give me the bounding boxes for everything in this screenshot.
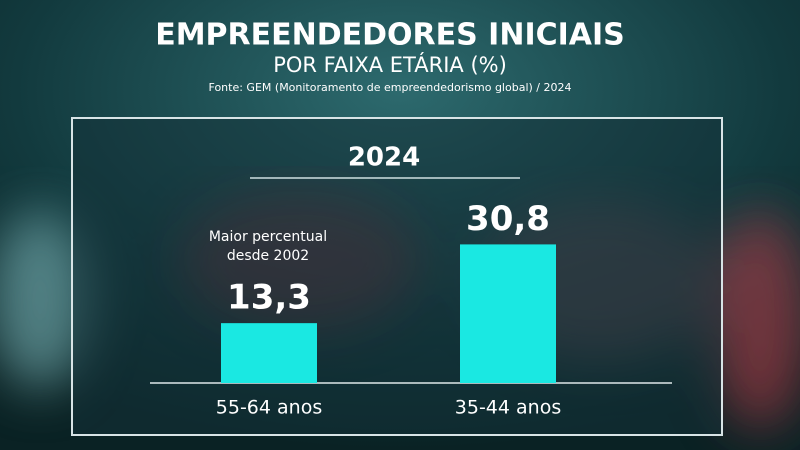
chart-subtitle: POR FAIXA ETÁRIA (%) <box>273 52 507 77</box>
x-tick-label: 35-44 anos <box>455 397 561 419</box>
value-label: 13,3 <box>227 278 311 318</box>
bar <box>221 323 317 383</box>
x-tick-label: 55-64 anos <box>216 397 322 419</box>
chart-title: EMPREENDEDORES INICIAIS <box>155 18 625 53</box>
bar <box>460 244 556 383</box>
annotation: desde 2002 <box>227 248 309 264</box>
panel-title: 2024 <box>348 143 420 173</box>
annotation: Maior percentual <box>209 229 327 245</box>
source: Fonte: GEM (Monitoramento de empreendedo… <box>209 81 572 94</box>
value-label: 30,8 <box>466 199 550 239</box>
panel <box>71 117 723 436</box>
